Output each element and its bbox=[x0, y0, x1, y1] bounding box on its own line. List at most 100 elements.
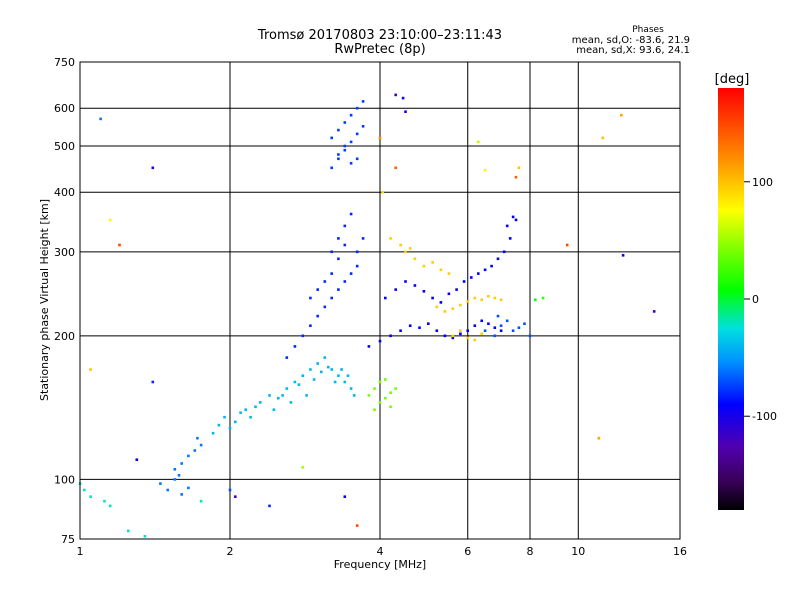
phase-stats-x: mean, sd,X: 93.6, 24.1 bbox=[576, 45, 690, 56]
echo-point bbox=[166, 488, 169, 492]
echo-point bbox=[367, 345, 371, 348]
echo-point bbox=[83, 488, 86, 492]
echo-point bbox=[244, 408, 247, 411]
echo-point bbox=[394, 387, 397, 390]
echo-point bbox=[378, 136, 382, 140]
echo-point bbox=[343, 144, 347, 148]
echo-point bbox=[355, 264, 359, 268]
echo-point bbox=[477, 272, 480, 275]
echo-point bbox=[151, 166, 155, 170]
echo-point bbox=[451, 307, 455, 310]
echo-point bbox=[143, 535, 147, 538]
x-axis-ticks: 1 2 4 6 8 10 16 bbox=[77, 545, 688, 558]
echo-point bbox=[355, 132, 359, 136]
echo-point bbox=[404, 250, 407, 254]
echo-point bbox=[343, 495, 347, 498]
echo-point bbox=[514, 175, 518, 179]
chart-subtitle: RwPretec (8p) bbox=[334, 42, 425, 57]
echo-point bbox=[480, 298, 483, 302]
echo-point bbox=[151, 380, 155, 384]
echo-point bbox=[361, 100, 365, 103]
echo-point bbox=[285, 387, 289, 390]
colorbar-ticks: 100 0 -100 bbox=[744, 176, 777, 423]
echo-point bbox=[652, 310, 656, 313]
echo-point bbox=[333, 380, 337, 384]
echo-point bbox=[361, 237, 365, 240]
x-tick-label: 10 bbox=[571, 545, 585, 558]
x-tick-label: 6 bbox=[464, 545, 471, 558]
echo-point bbox=[337, 237, 340, 240]
y-axis-label: Stationary phase Virtual Height [km] bbox=[38, 199, 51, 401]
echo-point bbox=[493, 296, 497, 300]
echo-point bbox=[431, 261, 434, 264]
echo-point bbox=[355, 250, 359, 254]
echo-point bbox=[305, 394, 308, 397]
echo-point bbox=[435, 329, 439, 332]
echo-point bbox=[309, 324, 312, 327]
y-tick-label: 750 bbox=[54, 56, 75, 69]
echo-point bbox=[187, 454, 190, 458]
echo-point bbox=[193, 449, 197, 452]
echo-point bbox=[381, 190, 384, 194]
echo-point bbox=[234, 495, 237, 498]
echo-point bbox=[373, 408, 376, 411]
echo-point bbox=[343, 280, 347, 283]
echo-point bbox=[330, 166, 333, 170]
echo-point bbox=[517, 326, 521, 329]
echo-point bbox=[254, 405, 257, 409]
colorbar-tick-label: 100 bbox=[752, 176, 773, 189]
echo-point bbox=[239, 411, 242, 414]
echo-point bbox=[597, 436, 601, 440]
echo-point bbox=[389, 391, 392, 394]
echo-point bbox=[99, 117, 102, 121]
echo-point bbox=[337, 153, 340, 156]
echo-point bbox=[511, 329, 515, 332]
echo-point bbox=[413, 257, 417, 261]
echo-point bbox=[473, 338, 477, 342]
echo-point bbox=[309, 296, 312, 300]
echo-point bbox=[108, 218, 112, 222]
echo-point bbox=[384, 396, 387, 400]
echo-point bbox=[340, 368, 343, 371]
echo-point bbox=[451, 334, 455, 338]
x-tick-label: 1 bbox=[77, 545, 84, 558]
echo-point bbox=[289, 401, 293, 404]
echo-point bbox=[330, 296, 333, 300]
echo-point bbox=[378, 380, 382, 384]
echo-point bbox=[517, 166, 521, 170]
echo-point bbox=[330, 272, 333, 275]
echo-point bbox=[309, 368, 312, 371]
echo-point bbox=[180, 462, 183, 465]
echo-point bbox=[272, 408, 276, 411]
x-tick-label: 2 bbox=[227, 545, 234, 558]
echo-point bbox=[103, 499, 106, 503]
echo-point bbox=[330, 250, 333, 254]
echo-point bbox=[135, 458, 139, 461]
echo-point bbox=[490, 264, 493, 268]
echo-point bbox=[394, 93, 397, 97]
echo-point bbox=[330, 136, 333, 140]
echo-point bbox=[511, 215, 515, 219]
echo-point bbox=[355, 106, 359, 110]
echo-point bbox=[404, 110, 407, 113]
echo-point bbox=[173, 468, 177, 471]
echo-point bbox=[408, 324, 412, 327]
echo-point bbox=[349, 140, 353, 144]
echo-point bbox=[483, 168, 487, 172]
echo-point bbox=[293, 380, 297, 384]
echo-point bbox=[316, 362, 319, 365]
echo-point bbox=[502, 250, 506, 254]
echo-point bbox=[297, 383, 301, 386]
echo-point bbox=[523, 322, 526, 325]
echo-point bbox=[349, 272, 353, 275]
colorbar-label: [deg] bbox=[715, 72, 750, 87]
echo-point bbox=[413, 284, 417, 287]
echo-point bbox=[320, 370, 323, 374]
echo-point bbox=[293, 345, 297, 348]
y-tick-label: 500 bbox=[54, 140, 75, 153]
echo-point bbox=[408, 247, 412, 250]
echo-point bbox=[349, 162, 353, 165]
echo-point bbox=[281, 394, 284, 397]
echo-point bbox=[499, 329, 503, 332]
echo-point bbox=[312, 378, 316, 381]
